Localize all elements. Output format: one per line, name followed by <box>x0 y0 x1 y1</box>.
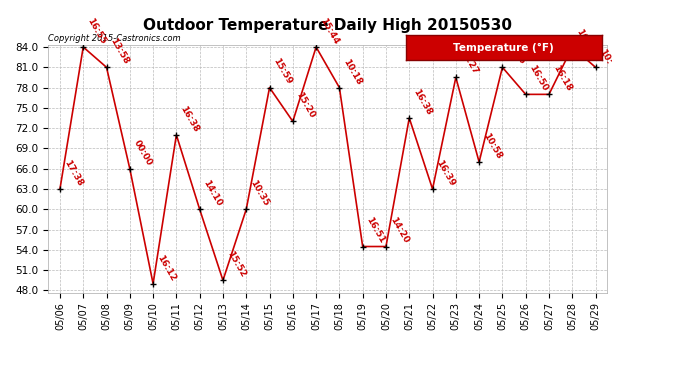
Text: 13:58: 13:58 <box>108 37 130 66</box>
Text: 16:38: 16:38 <box>178 104 200 134</box>
Text: 16:12: 16:12 <box>155 253 177 282</box>
Text: 16:39: 16:39 <box>435 158 457 188</box>
Text: 10:: 10: <box>598 48 613 66</box>
Text: 16:38: 16:38 <box>411 87 433 117</box>
Text: 00:00: 00:00 <box>132 138 154 167</box>
Text: 16:55: 16:55 <box>85 16 107 46</box>
Text: 15:52: 15:52 <box>225 250 247 279</box>
Text: 15:59: 15:59 <box>271 57 293 86</box>
Text: 16:51: 16:51 <box>364 216 386 245</box>
Text: 14:20: 14:20 <box>388 216 410 245</box>
Text: 10:: 10: <box>574 27 590 46</box>
Text: 13:27: 13:27 <box>457 47 480 76</box>
Text: 10:58: 10:58 <box>481 132 503 160</box>
Title: Outdoor Temperature Daily High 20150530: Outdoor Temperature Daily High 20150530 <box>144 18 512 33</box>
Text: Copyright 2015-Castronics.com: Copyright 2015-Castronics.com <box>48 33 181 42</box>
Text: 10:35: 10:35 <box>248 179 270 208</box>
Text: 17:05: 17:05 <box>504 37 526 66</box>
Text: 16:50: 16:50 <box>528 64 550 93</box>
Text: 15:20: 15:20 <box>295 91 317 120</box>
Text: 14:10: 14:10 <box>201 178 224 208</box>
Text: 15:44: 15:44 <box>318 16 340 46</box>
Text: 16:18: 16:18 <box>551 64 573 93</box>
Text: 10:18: 10:18 <box>342 57 364 86</box>
Text: 17:38: 17:38 <box>62 158 84 188</box>
